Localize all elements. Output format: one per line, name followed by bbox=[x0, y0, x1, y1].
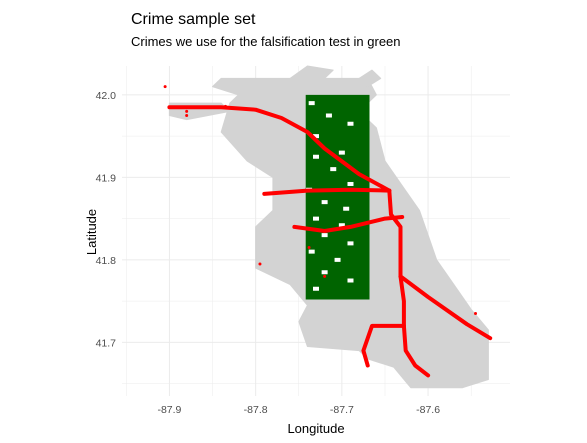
y-tick-label: 41.8 bbox=[96, 255, 117, 267]
test-region-gap bbox=[308, 249, 315, 254]
plot-panel bbox=[122, 65, 510, 396]
test-region-gap bbox=[321, 233, 328, 238]
x-tick-label: -87.8 bbox=[244, 404, 268, 416]
background-crime-region bbox=[289, 65, 334, 79]
test-region-gap bbox=[334, 257, 341, 262]
transit-point bbox=[206, 105, 210, 109]
chart-title: Crime sample set bbox=[131, 11, 256, 28]
transit-point bbox=[474, 312, 478, 315]
transit-point bbox=[258, 262, 262, 266]
test-region-gap bbox=[338, 150, 345, 155]
transit-line bbox=[292, 215, 405, 233]
transit-line bbox=[398, 274, 493, 341]
chart-subtitle: Crimes we use for the falsification test… bbox=[131, 34, 401, 49]
transit-line bbox=[361, 323, 406, 368]
transit-point bbox=[185, 114, 189, 117]
test-region-gap bbox=[321, 270, 328, 275]
x-axis-ticks: -87.9 -87.8 -87.7 -87.6 bbox=[157, 404, 440, 416]
transit-line bbox=[387, 188, 406, 328]
test-region-gap bbox=[325, 113, 332, 118]
x-axis-title: Longitude bbox=[287, 421, 344, 436]
test-region-gap bbox=[313, 134, 319, 139]
falsification-test-points bbox=[305, 94, 370, 300]
test-region-gap bbox=[313, 216, 319, 221]
test-region-gap bbox=[347, 241, 354, 246]
transit-point bbox=[307, 246, 311, 249]
transit-line bbox=[401, 323, 431, 378]
y-tick-label: 41.7 bbox=[96, 337, 117, 349]
transit-line bbox=[167, 105, 392, 193]
test-region-gap bbox=[343, 206, 350, 211]
test-region-gap bbox=[347, 121, 354, 126]
test-region-gap bbox=[321, 200, 328, 205]
y-axis-title: Latitude bbox=[84, 209, 99, 255]
transit-line bbox=[262, 187, 392, 196]
test-region-gap bbox=[308, 101, 315, 106]
test-region-gap bbox=[338, 223, 345, 228]
test-region-gap bbox=[347, 278, 354, 283]
x-tick-label: -87.9 bbox=[157, 404, 181, 416]
transit-point bbox=[323, 274, 327, 278]
test-region-gap bbox=[330, 167, 337, 172]
test-region-gap bbox=[313, 154, 319, 159]
y-tick-label: 42.0 bbox=[96, 90, 117, 102]
test-region-gap bbox=[347, 181, 354, 186]
transit-line-points bbox=[163, 85, 493, 378]
transit-point bbox=[223, 104, 227, 108]
background-crime-region bbox=[358, 69, 382, 88]
test-region-gap bbox=[313, 286, 319, 291]
x-tick-label: -87.6 bbox=[416, 404, 440, 416]
x-tick-label: -87.7 bbox=[330, 404, 354, 416]
transit-point bbox=[163, 85, 167, 89]
transit-point bbox=[185, 109, 189, 113]
test-crime-region bbox=[305, 94, 370, 300]
y-axis-ticks: 41.7 41.8 41.9 42.0 bbox=[96, 90, 117, 350]
y-tick-label: 41.9 bbox=[96, 172, 117, 184]
